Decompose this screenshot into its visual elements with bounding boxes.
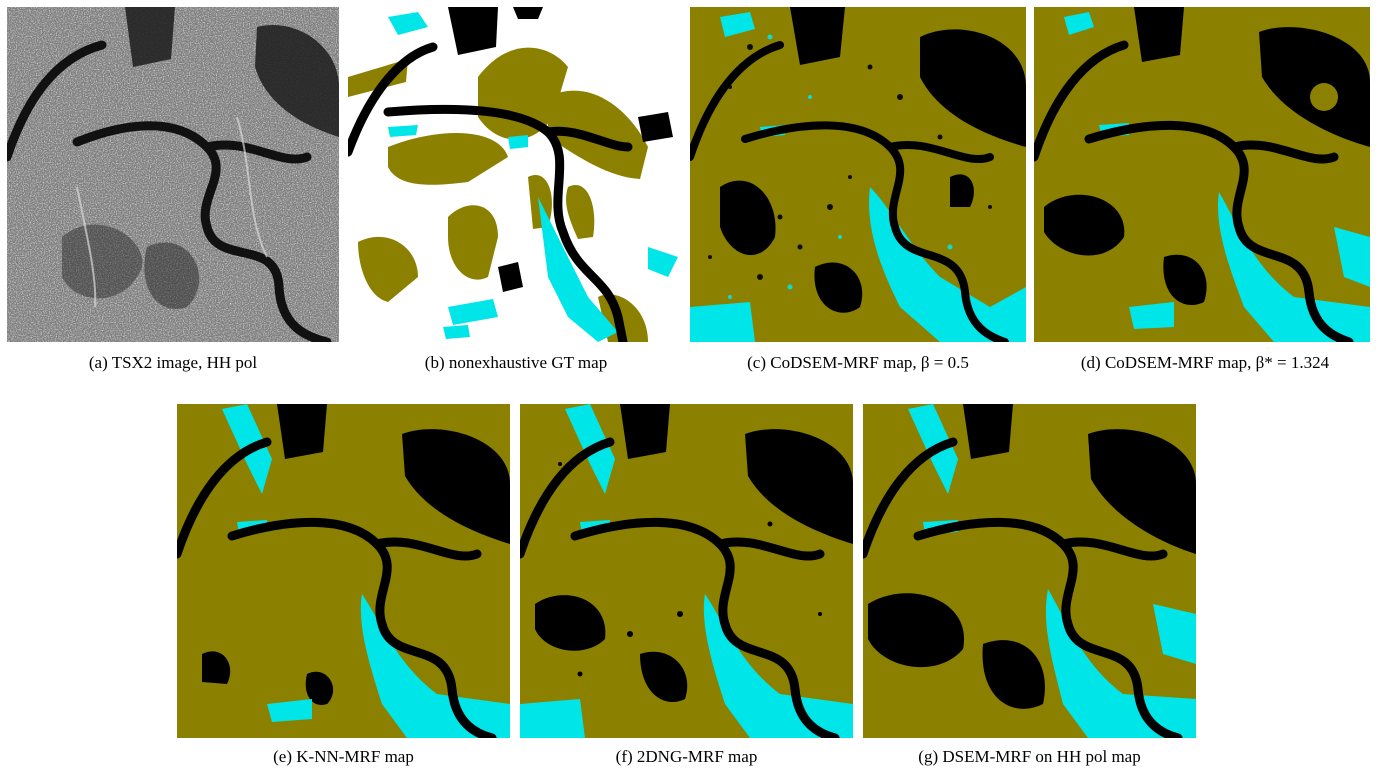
caption-f-label: (f) — [615, 747, 633, 766]
caption-g: (g) DSEM-MRF on HH pol map — [863, 747, 1196, 767]
caption-g-label: (g) — [918, 747, 939, 766]
panel-c-codsem-beta-0-5 — [690, 7, 1026, 342]
caption-f-text: 2DNG-MRF map — [636, 747, 758, 766]
panel-f-2dng-mrf — [520, 404, 853, 738]
caption-g-text: DSEM-MRF on HH pol map — [942, 747, 1141, 766]
caption-c-text: CoDSEM-MRF map, β = 0.5 — [770, 353, 969, 372]
caption-b: (b) nonexhaustive GT map — [348, 353, 684, 373]
caption-b-text: nonexhaustive GT map — [448, 353, 608, 372]
caption-d-text: CoDSEM-MRF map, β* = 1.324 — [1104, 353, 1330, 372]
panel-g-dsem-mrf-hh — [863, 404, 1196, 738]
caption-f: (f) 2DNG-MRF map — [520, 747, 853, 767]
panel-e-knn-mrf — [177, 404, 510, 738]
caption-e: (e) K-NN-MRF map — [177, 747, 510, 767]
caption-a-text: TSX2 image, HH pol — [111, 353, 258, 372]
panel-d-codsem-beta-star — [1034, 7, 1370, 342]
caption-c: (c) CoDSEM-MRF map, β = 0.5 — [690, 353, 1026, 373]
caption-d: (d) CoDSEM-MRF map, β* = 1.324 — [1030, 353, 1380, 373]
caption-c-label: (c) — [747, 353, 766, 372]
panel-a-sar-image — [7, 7, 339, 342]
caption-a-label: (a) — [88, 353, 108, 372]
panel-b-gt-map — [348, 7, 684, 342]
caption-a: (a) TSX2 image, HH pol — [7, 353, 339, 373]
caption-d-label: (d) — [1080, 353, 1101, 372]
caption-e-text: K-NN-MRF map — [296, 747, 414, 766]
caption-b-label: (b) — [424, 353, 445, 372]
caption-e-label: (e) — [273, 747, 293, 766]
